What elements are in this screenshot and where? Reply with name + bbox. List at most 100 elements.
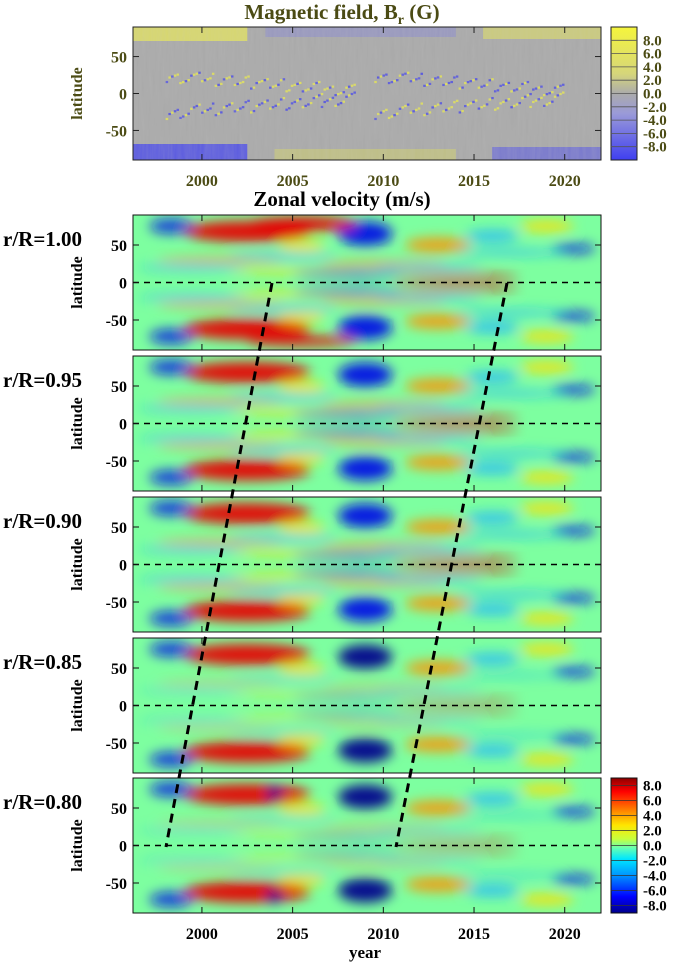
y-tick-label: -50 — [106, 595, 127, 612]
velocity-blob — [138, 405, 248, 412]
velocity-blob — [149, 781, 193, 797]
velocity-blob — [374, 857, 484, 864]
velocity-blob — [405, 737, 471, 752]
panel-depth-label: r/R=0.95 — [3, 368, 82, 392]
velocity-blob — [138, 857, 248, 864]
velocity-blob — [149, 500, 193, 516]
colorbar-label: -8.0 — [643, 899, 667, 915]
velocity-blob — [455, 450, 565, 457]
velocity-blob — [278, 451, 326, 464]
velocity-blob — [455, 309, 565, 316]
velocity-blob — [149, 641, 193, 657]
colorbar-label: 6.0 — [643, 794, 662, 810]
velocity-blob — [374, 546, 484, 553]
velocity-blob — [267, 889, 282, 904]
velocity-blob — [519, 471, 574, 484]
velocity-blob — [552, 734, 596, 745]
x-tick-label: 2010 — [367, 926, 399, 943]
colorbar-label: 4.0 — [643, 809, 662, 825]
x-tick-label: 2020 — [549, 173, 581, 190]
velocity-blob — [374, 827, 484, 834]
velocity-blob — [229, 535, 338, 542]
velocity-blob — [455, 872, 565, 879]
velocity-blob — [392, 708, 520, 715]
y-tick-label: -50 — [106, 123, 127, 140]
velocity-blob — [292, 429, 402, 436]
velocity-blob — [149, 329, 193, 344]
velocity-blob — [278, 592, 326, 605]
velocity-blob — [337, 362, 393, 387]
velocity-blob — [229, 305, 338, 312]
velocity-blob — [292, 693, 402, 700]
velocity-blob — [405, 378, 471, 394]
colorbar-label: 8.0 — [643, 33, 662, 49]
velocity-blob — [337, 456, 393, 481]
colorbar-label: 2.0 — [643, 73, 662, 89]
y-tick-label: 0 — [119, 699, 127, 716]
velocity-blob — [455, 390, 565, 397]
velocity-blob — [292, 711, 402, 718]
y-tick-label: -50 — [106, 313, 127, 330]
colorbar-label: -8.0 — [643, 140, 667, 156]
velocity-blob — [292, 552, 402, 559]
velocity-blob — [149, 752, 193, 767]
propagation-dashed-line — [164, 282, 274, 848]
velocity-blob — [138, 294, 248, 301]
velocity-blob — [183, 741, 311, 763]
velocity-blob — [292, 851, 402, 858]
velocity-blob — [278, 240, 326, 253]
velocity-blob — [337, 221, 393, 246]
velocity-blob — [337, 878, 393, 903]
velocity-blob — [229, 587, 338, 594]
y-tick-label: 50 — [111, 801, 127, 818]
velocity-blob — [149, 218, 193, 234]
velocity-blob — [183, 503, 311, 524]
y-tick-label: 50 — [111, 379, 127, 396]
velocity-blob — [183, 784, 311, 805]
velocity-panel: 50 0 -50 latitude r/R=0.85 — [3, 637, 602, 774]
velocity-blob — [552, 525, 596, 536]
velocity-blob — [455, 249, 565, 256]
colorbar-label: -6.0 — [643, 126, 667, 142]
velocity-blob — [278, 381, 326, 394]
velocity-blob — [392, 555, 520, 562]
x-tick-label: 2000 — [186, 926, 218, 943]
velocity-blob — [183, 459, 311, 481]
velocity-blob — [292, 270, 402, 277]
velocity-blob — [392, 848, 520, 855]
x-tick-label: 2015 — [458, 926, 490, 943]
velocity-blob — [464, 230, 520, 242]
velocity-blob — [519, 612, 574, 625]
y-tick-label: 0 — [119, 87, 127, 104]
velocity-features — [138, 359, 596, 485]
velocity-blob — [183, 318, 311, 340]
velocity-blob — [229, 446, 338, 453]
y-tick-label: 0 — [119, 839, 127, 856]
velocity-blob — [374, 264, 484, 271]
velocity-blob — [278, 873, 326, 886]
zonal-velocity-title: Zonal velocity (m/s) — [253, 187, 430, 211]
magnetic-field-title: Magnetic field, Br (G) — [244, 0, 439, 28]
velocity-blob — [149, 470, 193, 485]
velocity-blob — [337, 597, 393, 622]
velocity-blob — [455, 812, 565, 819]
velocity-blob — [278, 310, 326, 323]
velocity-blob — [405, 237, 471, 253]
velocity-blob — [552, 384, 596, 395]
velocity-blob — [337, 738, 393, 763]
velocity-blob — [464, 462, 520, 475]
velocity-blob — [464, 884, 520, 897]
velocity-blob — [229, 676, 338, 683]
velocity-blob — [229, 253, 338, 260]
velocity-features — [138, 641, 596, 767]
colorbar-label: 2.0 — [643, 824, 662, 840]
velocity-blob — [552, 593, 596, 604]
velocity-blob — [292, 570, 402, 577]
velocity-blob — [519, 643, 574, 656]
x-tick-label: 2010 — [367, 173, 399, 190]
velocity-blob — [464, 793, 520, 805]
panel-depth-label: r/R=0.90 — [3, 509, 82, 533]
y-axis-label: latitude — [69, 538, 86, 590]
velocity-blob — [149, 892, 193, 907]
colorbar-label: -6.0 — [643, 884, 667, 900]
